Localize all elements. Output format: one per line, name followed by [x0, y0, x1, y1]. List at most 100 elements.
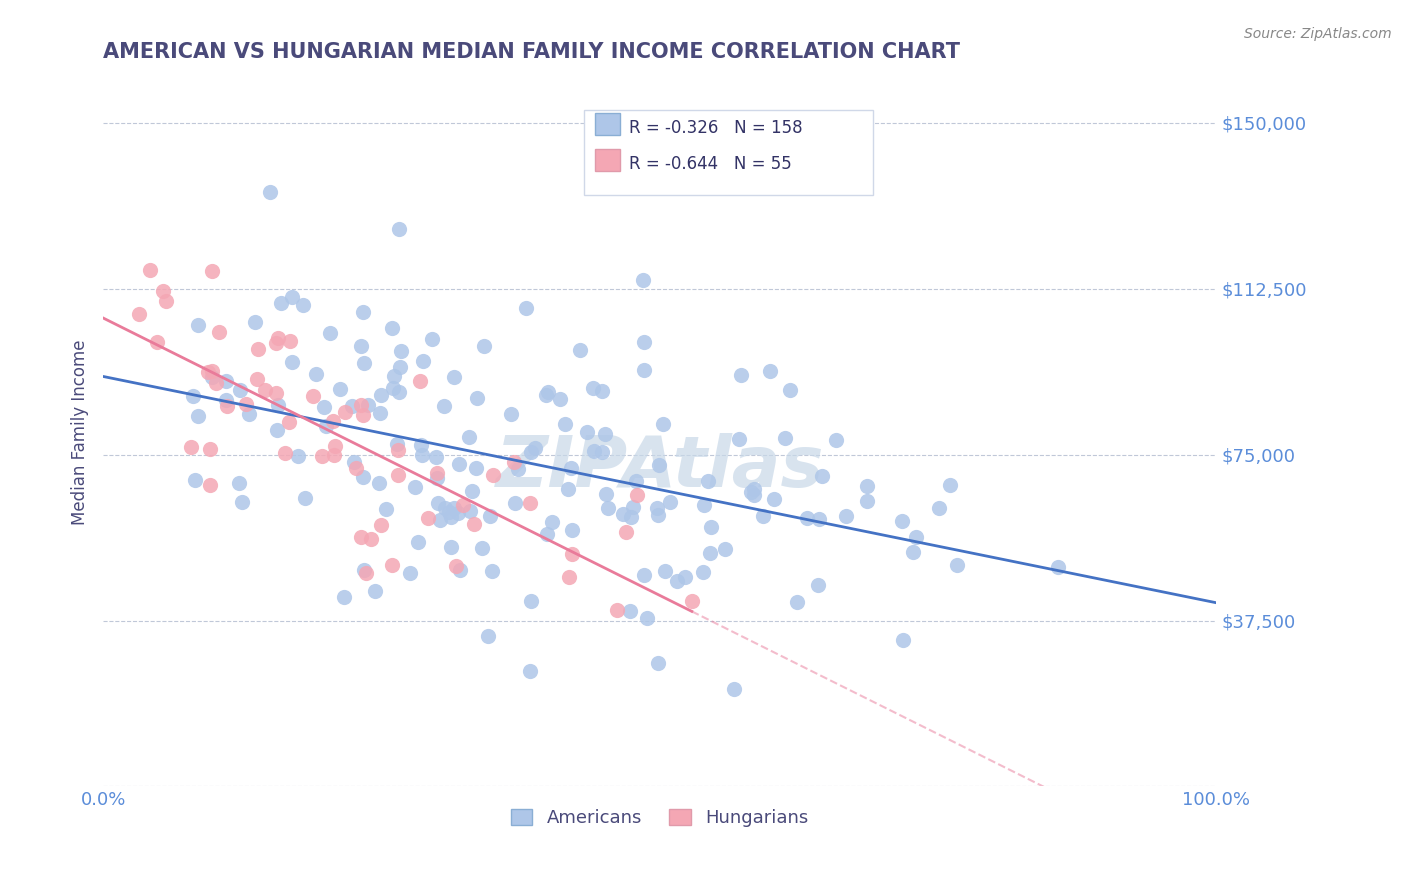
Point — [399, 566, 422, 580]
Point — [387, 468, 409, 483]
Point — [723, 681, 745, 696]
Point — [681, 594, 703, 608]
Point — [343, 455, 366, 469]
Point — [740, 484, 762, 499]
Point — [537, 385, 560, 400]
Point — [146, 335, 169, 350]
Point — [633, 362, 655, 376]
Point — [381, 321, 404, 335]
Point — [349, 339, 371, 353]
Point — [752, 508, 775, 523]
Y-axis label: Median Family Income: Median Family Income — [72, 340, 89, 525]
Point — [692, 565, 714, 579]
Point — [183, 473, 205, 487]
Point — [825, 434, 848, 448]
Point — [561, 547, 583, 561]
Point — [287, 449, 309, 463]
Point — [353, 563, 375, 577]
Point — [409, 374, 432, 388]
Point — [891, 632, 914, 647]
Point — [606, 603, 628, 617]
Point — [360, 532, 382, 546]
Point — [350, 398, 373, 412]
Point — [363, 584, 385, 599]
Point — [645, 501, 668, 516]
Point — [352, 305, 374, 319]
Point — [520, 593, 543, 607]
Point — [404, 480, 426, 494]
Point — [636, 611, 658, 625]
Point — [357, 398, 380, 412]
Point — [382, 380, 405, 394]
Point — [267, 331, 290, 345]
Point — [382, 369, 405, 384]
Point — [568, 343, 591, 358]
Point — [742, 482, 765, 496]
Point — [388, 221, 411, 235]
Point — [1047, 560, 1070, 574]
Point — [270, 295, 292, 310]
Point — [353, 356, 375, 370]
Text: ZIPAtlas: ZIPAtlas — [495, 434, 824, 502]
Point — [139, 262, 162, 277]
Point — [426, 467, 449, 481]
Point — [519, 665, 541, 679]
Point — [312, 400, 335, 414]
Point — [451, 498, 474, 512]
Point — [266, 398, 288, 412]
Point — [434, 501, 457, 516]
Point — [201, 264, 224, 278]
Point — [429, 513, 451, 527]
Point — [928, 501, 950, 516]
Point — [425, 450, 447, 465]
Point — [411, 448, 433, 462]
Point — [187, 318, 209, 332]
Point — [465, 460, 488, 475]
Point — [253, 383, 276, 397]
Point — [246, 372, 269, 386]
FancyBboxPatch shape — [595, 113, 620, 136]
Point — [621, 500, 644, 515]
Point — [352, 409, 374, 423]
Point — [477, 628, 499, 642]
Point — [180, 440, 202, 454]
FancyBboxPatch shape — [583, 111, 873, 195]
Point — [548, 392, 571, 407]
Point — [631, 272, 654, 286]
Point — [333, 405, 356, 419]
Point — [200, 364, 222, 378]
Point — [482, 467, 505, 482]
Point — [352, 470, 374, 484]
Point — [808, 512, 831, 526]
Point — [614, 525, 637, 540]
Point — [409, 438, 432, 452]
Point — [368, 406, 391, 420]
Point — [278, 415, 301, 429]
Point — [333, 590, 356, 604]
Point — [420, 332, 443, 346]
Point — [541, 516, 564, 530]
FancyBboxPatch shape — [595, 149, 620, 170]
Point — [315, 418, 337, 433]
Point — [447, 507, 470, 521]
Point — [557, 483, 579, 497]
Point — [440, 540, 463, 554]
Point — [322, 414, 344, 428]
Point — [229, 383, 252, 397]
Point — [939, 478, 962, 492]
Point — [478, 508, 501, 523]
Point — [461, 483, 484, 498]
Point — [201, 369, 224, 384]
Point — [266, 423, 288, 437]
Point — [370, 388, 392, 402]
Point — [370, 518, 392, 533]
Point — [427, 496, 450, 510]
Point — [758, 364, 780, 378]
Point — [811, 469, 834, 483]
Point — [763, 491, 786, 506]
Point — [583, 443, 606, 458]
Point — [626, 488, 648, 502]
Point — [612, 507, 634, 521]
Point — [624, 475, 647, 489]
Point — [503, 495, 526, 509]
